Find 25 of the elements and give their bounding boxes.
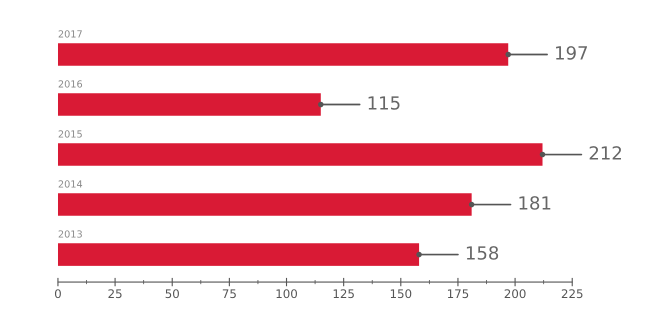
bar: [58, 243, 420, 266]
x-tick-label: 25: [108, 289, 122, 298]
data-label: 158: [466, 246, 498, 260]
data-label: 212: [590, 146, 621, 160]
bar: [58, 193, 472, 216]
x-tick-label: 50: [166, 289, 179, 298]
x-tick-label: 225: [562, 289, 582, 298]
x-tick-label: 0: [54, 289, 61, 298]
y-tick-label: 2014: [58, 180, 82, 188]
y-tick-label: 2017: [58, 30, 82, 38]
x-tick-label: 175: [448, 289, 468, 298]
y-tick-label: 2015: [58, 130, 82, 138]
x-tick-label: 75: [222, 289, 236, 298]
y-tick-label: 2016: [58, 80, 82, 88]
bar: [58, 143, 543, 166]
x-tick-label: 100: [276, 289, 297, 298]
bar: [58, 43, 508, 66]
x-tick-label: 200: [504, 289, 526, 298]
x-tick-label: 150: [390, 289, 412, 298]
bar: [58, 93, 321, 116]
data-label: 181: [519, 196, 550, 210]
data-label: 197: [556, 46, 587, 60]
data-label: 115: [368, 96, 400, 110]
x-tick-label: 125: [334, 289, 354, 298]
y-tick-label: 2013: [58, 230, 82, 238]
